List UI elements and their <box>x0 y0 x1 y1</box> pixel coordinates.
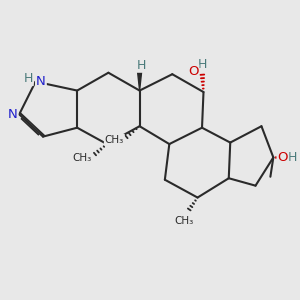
Text: H: H <box>23 72 33 85</box>
Text: O: O <box>188 65 198 78</box>
Text: H: H <box>136 59 146 72</box>
Text: CH₃: CH₃ <box>72 153 91 163</box>
Text: CH₃: CH₃ <box>175 216 194 226</box>
Text: N: N <box>8 108 18 121</box>
Text: CH₃: CH₃ <box>105 135 124 145</box>
Polygon shape <box>137 71 142 91</box>
Text: O: O <box>278 151 288 164</box>
Text: N: N <box>36 75 46 88</box>
Text: H: H <box>288 151 297 164</box>
Text: H: H <box>197 58 207 71</box>
